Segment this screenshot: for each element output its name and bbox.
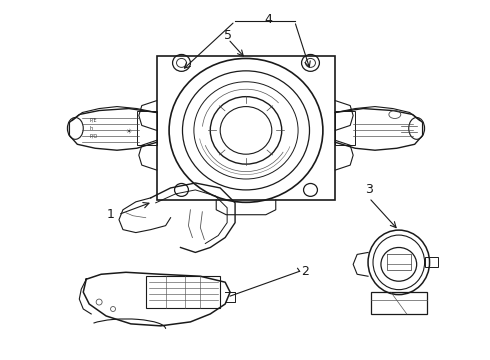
- Text: P/E: P/E: [89, 118, 97, 123]
- Text: 2: 2: [301, 265, 310, 278]
- Text: 1: 1: [107, 208, 115, 221]
- Bar: [371, 292, 427, 314]
- Bar: [425, 257, 439, 267]
- Bar: [137, 111, 157, 145]
- Text: h: h: [89, 126, 92, 131]
- Text: 5: 5: [224, 29, 232, 42]
- Text: P/O: P/O: [89, 134, 98, 139]
- Bar: [157, 56, 335, 200]
- Text: 4: 4: [264, 13, 272, 26]
- Bar: [335, 111, 355, 145]
- Text: ☀: ☀: [126, 129, 132, 135]
- Text: 3: 3: [365, 183, 373, 196]
- Bar: [146, 276, 220, 308]
